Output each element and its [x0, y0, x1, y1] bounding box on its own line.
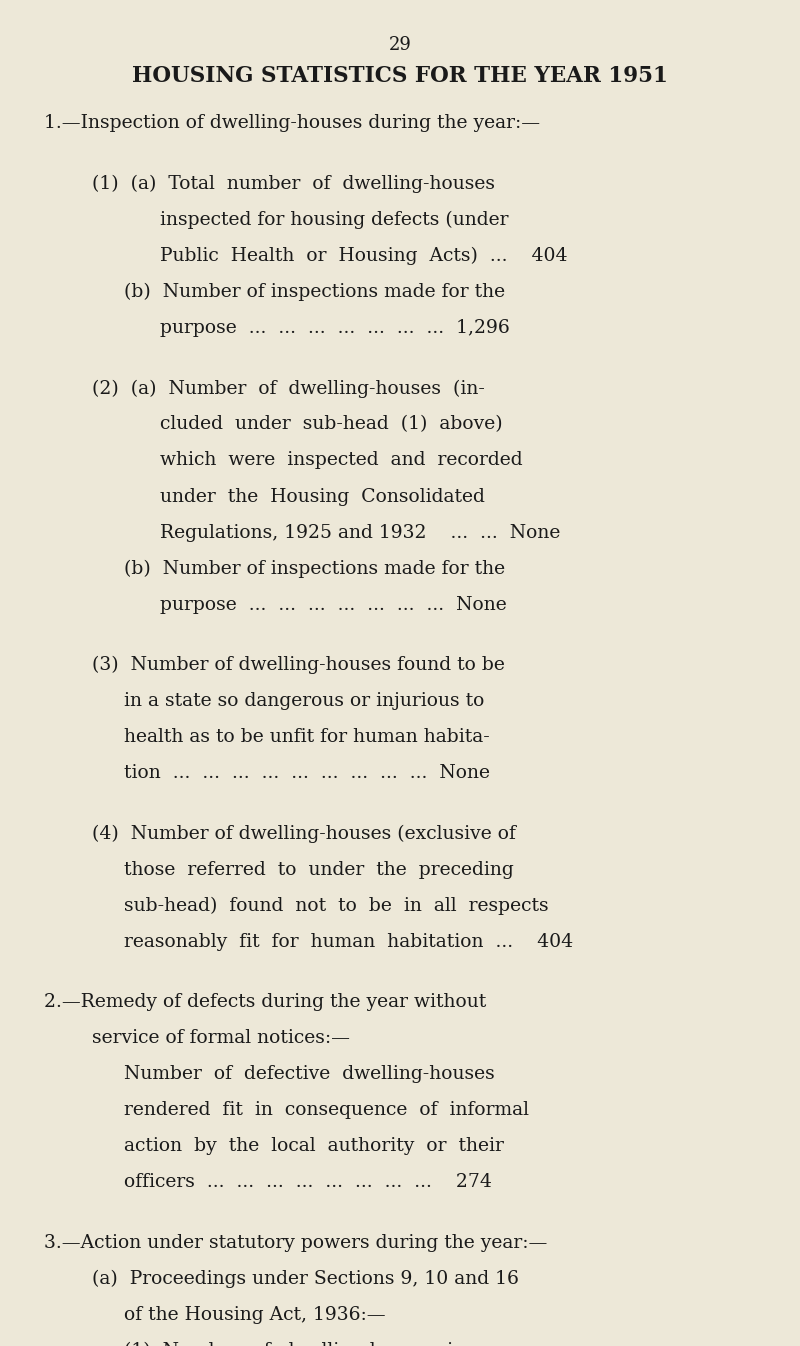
Text: of the Housing Act, 1936:—: of the Housing Act, 1936:— [124, 1306, 386, 1324]
Text: (2)  (a)  Number  of  dwelling-houses  (in-: (2) (a) Number of dwelling-houses (in- [92, 380, 485, 397]
Text: reasonably  fit  for  human  habitation  ...    404: reasonably fit for human habitation ... … [124, 933, 573, 950]
Text: sub-head)  found  not  to  be  in  all  respects: sub-head) found not to be in all respect… [124, 896, 549, 915]
Text: action  by  the  local  authority  or  their: action by the local authority or their [124, 1137, 504, 1155]
Text: (a)  Proceedings under Sections 9, 10 and 16: (a) Proceedings under Sections 9, 10 and… [92, 1269, 519, 1288]
Text: (b)  Number of inspections made for the: (b) Number of inspections made for the [124, 283, 505, 302]
Text: service of formal notices:—: service of formal notices:— [92, 1030, 350, 1047]
Text: under  the  Housing  Consolidated: under the Housing Consolidated [160, 487, 485, 506]
Text: Regulations, 1925 and 1932    ...  ...  None: Regulations, 1925 and 1932 ... ... None [160, 524, 560, 541]
Text: Public  Health  or  Housing  Acts)  ...    404: Public Health or Housing Acts) ... 404 [160, 246, 567, 265]
Text: 3.—Action under statutory powers during the year:—: 3.—Action under statutory powers during … [44, 1234, 547, 1252]
Text: rendered  fit  in  consequence  of  informal: rendered fit in consequence of informal [124, 1101, 529, 1120]
Text: in a state so dangerous or injurious to: in a state so dangerous or injurious to [124, 692, 484, 711]
Text: (1)  Number  of  dwelling-houses  in  res-: (1) Number of dwelling-houses in res- [124, 1342, 513, 1346]
Text: Number  of  defective  dwelling-houses: Number of defective dwelling-houses [124, 1065, 494, 1084]
Text: inspected for housing defects (under: inspected for housing defects (under [160, 211, 509, 229]
Text: HOUSING STATISTICS FOR THE YEAR 1951: HOUSING STATISTICS FOR THE YEAR 1951 [132, 65, 668, 86]
Text: (1)  (a)  Total  number  of  dwelling-houses: (1) (a) Total number of dwelling-houses [92, 175, 495, 192]
Text: (b)  Number of inspections made for the: (b) Number of inspections made for the [124, 560, 505, 577]
Text: (4)  Number of dwelling-houses (exclusive of: (4) Number of dwelling-houses (exclusive… [92, 825, 516, 843]
Text: officers  ...  ...  ...  ...  ...  ...  ...  ...    274: officers ... ... ... ... ... ... ... ...… [124, 1174, 492, 1191]
Text: cluded  under  sub-head  (1)  above): cluded under sub-head (1) above) [160, 416, 502, 433]
Text: 1.—Inspection of dwelling-houses during the year:—: 1.—Inspection of dwelling-houses during … [44, 114, 540, 132]
Text: purpose  ...  ...  ...  ...  ...  ...  ...  None: purpose ... ... ... ... ... ... ... None [160, 596, 506, 614]
Text: 29: 29 [389, 36, 411, 54]
Text: health as to be unfit for human habita-: health as to be unfit for human habita- [124, 728, 490, 746]
Text: those  referred  to  under  the  preceding: those referred to under the preceding [124, 860, 514, 879]
Text: purpose  ...  ...  ...  ...  ...  ...  ...  1,296: purpose ... ... ... ... ... ... ... 1,29… [160, 319, 510, 336]
Text: (3)  Number of dwelling-houses found to be: (3) Number of dwelling-houses found to b… [92, 656, 505, 674]
Text: which  were  inspected  and  recorded: which were inspected and recorded [160, 451, 522, 470]
Text: 2.—Remedy of defects during the year without: 2.—Remedy of defects during the year wit… [44, 993, 486, 1011]
Text: tion  ...  ...  ...  ...  ...  ...  ...  ...  ...  None: tion ... ... ... ... ... ... ... ... ...… [124, 765, 490, 782]
